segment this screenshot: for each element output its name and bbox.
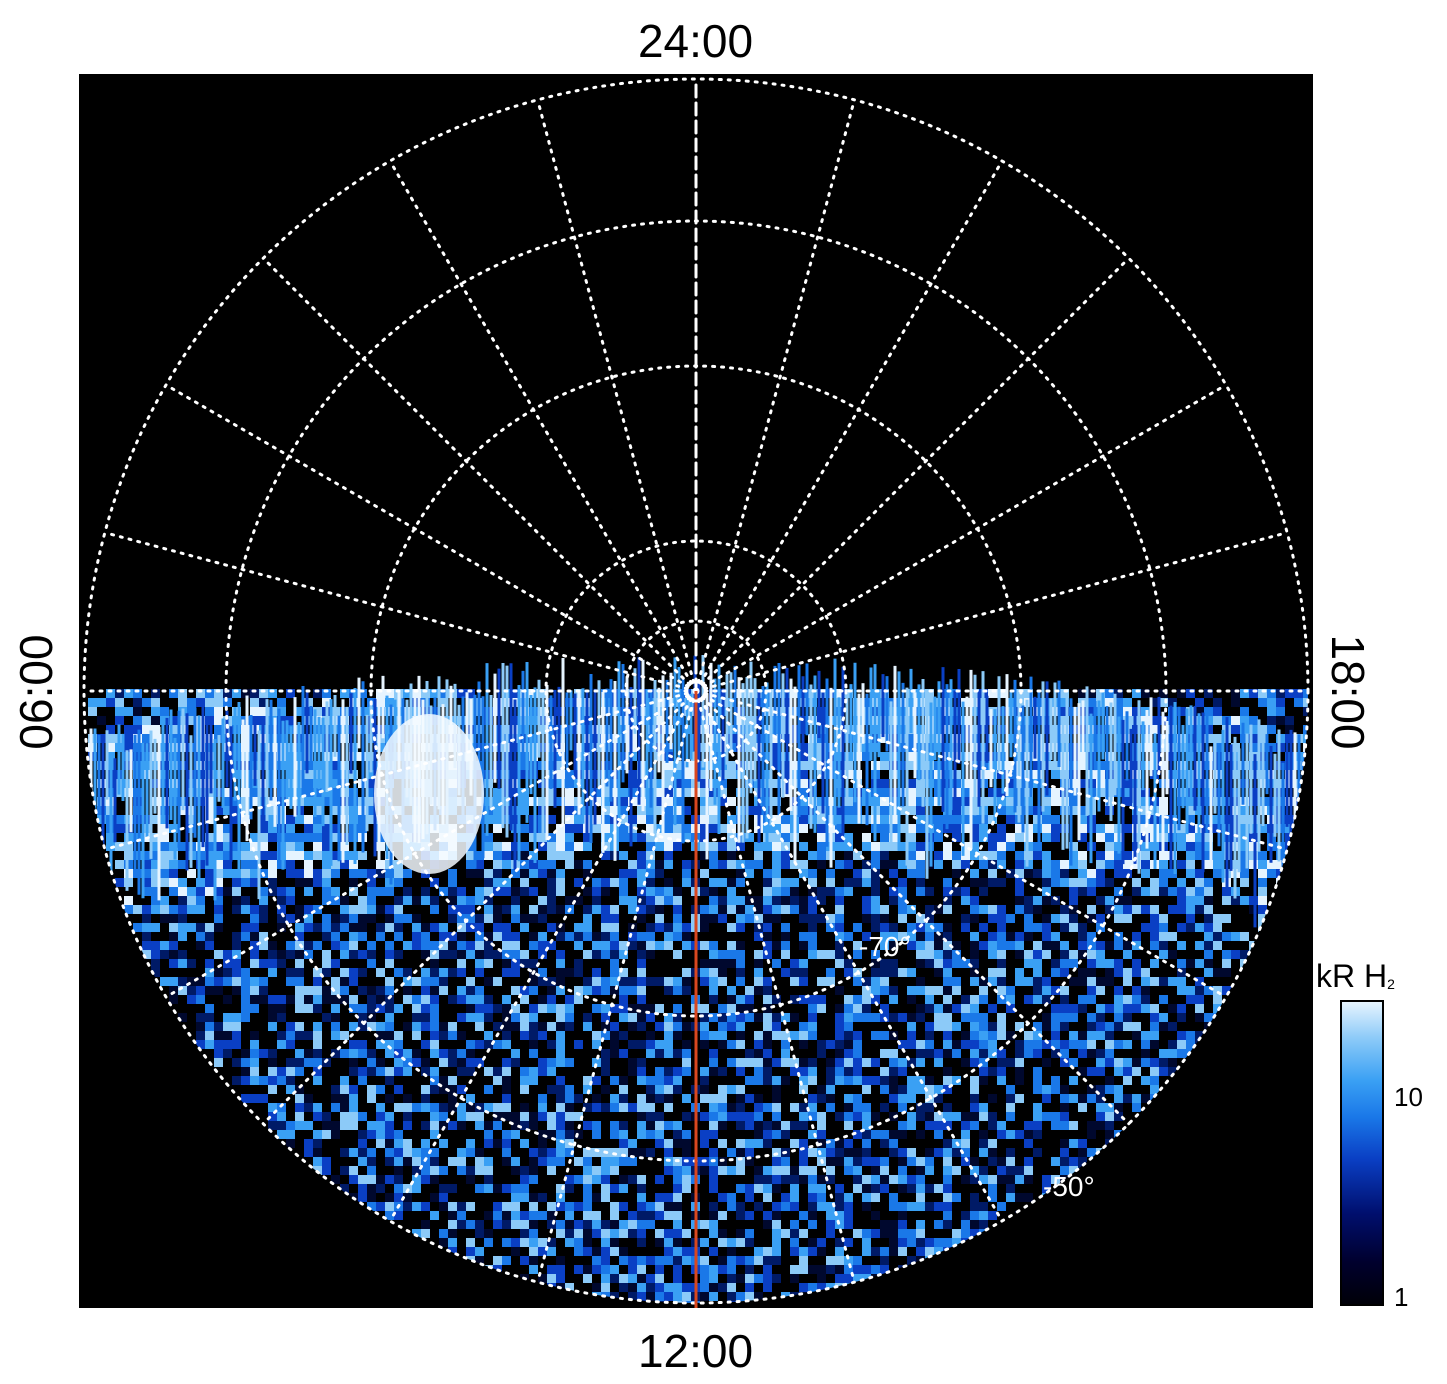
polar-plot-svg: -70° -50°: [82, 77, 1310, 1308]
colorbar-tick-1: 1: [1394, 1282, 1409, 1312]
local-time-label-noon: 12:00: [637, 1325, 754, 1377]
local-time-label-dusk: 18:00: [1322, 634, 1374, 750]
colorbar-title: kR H2: [1316, 958, 1395, 994]
latitude-label-50: -50°: [1043, 1171, 1095, 1202]
latitude-label-70: -70°: [859, 931, 911, 962]
colorbar-tick-10: 10: [1394, 1082, 1423, 1112]
colorbar: [1340, 1000, 1384, 1306]
pole-marker: [684, 679, 708, 703]
polar-projection-image: -70° -50°: [79, 74, 1313, 1308]
aurora-emission-layer: [84, 655, 1308, 1303]
local-time-label-dawn: 06:00: [10, 634, 62, 750]
local-time-label-midnight: 24:00: [637, 15, 754, 67]
